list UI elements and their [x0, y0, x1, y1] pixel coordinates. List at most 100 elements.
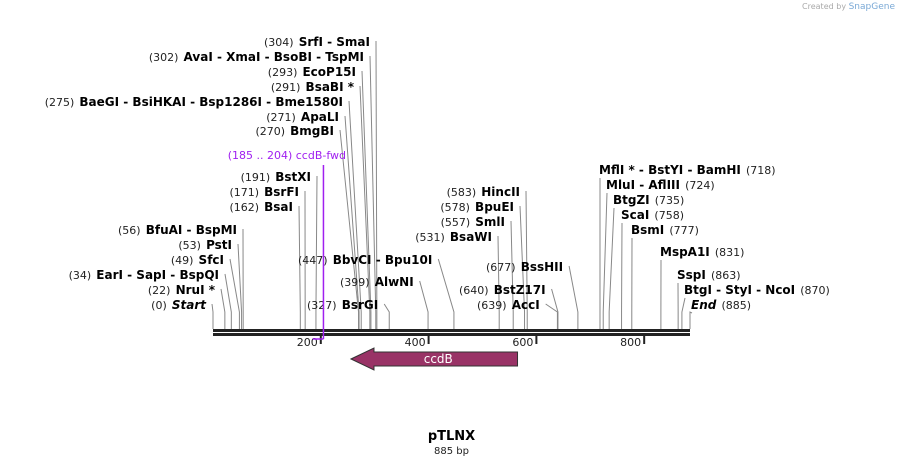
site-label[interactable]: End (885) [691, 294, 751, 313]
site-label[interactable]: BtgI - StyI - NcoI (870) [684, 279, 830, 298]
tick-mark [643, 336, 646, 344]
site-label[interactable]: (275) BaeGI - BsiHKAI - Bsp1286I - Bme15… [45, 91, 343, 110]
site-label[interactable]: (0) Start [151, 294, 207, 313]
site-enzymes: MspA1I [660, 245, 710, 259]
site-leader-line [419, 280, 429, 329]
site-enzymes: BbvCI - Bpu10I [333, 253, 433, 267]
backbone-bottom-strand [213, 333, 690, 336]
site-leader-line [519, 205, 526, 329]
site-enzymes: HincII [481, 185, 520, 199]
site-position: (270) [255, 125, 285, 138]
site-enzymes: BstXI [275, 170, 311, 184]
site-label[interactable]: BsmI (777) [631, 219, 699, 238]
tick-label: 400 [405, 336, 426, 349]
site-leader-line [344, 115, 360, 329]
site-enzymes: BtgI - StyI - NcoI [684, 283, 795, 297]
site-label[interactable]: (531) BsaWI [415, 226, 492, 245]
site-label[interactable]: (583) HincII [447, 181, 520, 200]
site-position: (304) [264, 36, 294, 49]
tick-mark [427, 336, 430, 344]
site-label[interactable]: (677) BssHII [486, 256, 563, 275]
primer-label[interactable]: (185 .. 204) ccdB-fwd [228, 149, 346, 162]
site-enzymes: MflI * - BstYI - BamHI [599, 163, 741, 177]
site-label[interactable]: ScaI (758) [621, 204, 684, 223]
site-position: (302) [149, 51, 179, 64]
site-label[interactable]: (327) BsrGI [307, 294, 378, 313]
site-label[interactable]: (171) BsrFI [229, 181, 299, 200]
site-enzymes: BpuEI [475, 200, 514, 214]
site-label[interactable]: (639) AccI [477, 294, 540, 313]
site-leader-line [339, 129, 360, 329]
site-enzymes: BsaBI * [306, 80, 355, 94]
site-position: (191) [241, 171, 271, 184]
site-enzymes: PstI [206, 238, 232, 252]
site-label[interactable]: (271) ApaLI [266, 106, 339, 125]
tick-label: 600 [512, 336, 533, 349]
credit-brand: SnapGene [848, 2, 895, 12]
site-leader-line [608, 207, 615, 329]
site-enzymes: BsmI [631, 223, 664, 237]
site-label[interactable]: (291) BsaBI * [271, 76, 355, 95]
site-label[interactable]: MspA1I (831) [660, 241, 744, 260]
site-position: (863) [711, 269, 741, 282]
site-label[interactable]: MluI - AflIII (724) [606, 174, 715, 193]
site-enzymes: BsrFI [264, 185, 299, 199]
site-leader-line [510, 220, 514, 329]
site-position: (724) [685, 179, 715, 192]
site-position: (831) [715, 246, 745, 259]
site-enzymes: BsaWI [450, 230, 492, 244]
site-leader-line [602, 192, 608, 329]
site-leader-line [220, 288, 226, 329]
site-enzymes: AccI [512, 298, 540, 312]
site-label[interactable]: (578) BpuEI [440, 196, 514, 215]
site-label[interactable]: BtgZI (735) [613, 189, 684, 208]
site-label[interactable]: (49) SfcI [171, 249, 224, 268]
site-leader-line [568, 265, 579, 329]
site-label[interactable]: (302) AvaI - XmaI - BsoBI - TspMI [149, 46, 364, 65]
site-enzymes: SspI [677, 268, 706, 282]
site-leader-line [211, 303, 214, 329]
site-position: (578) [440, 201, 470, 214]
site-enzymes: EcoP15I [302, 65, 356, 79]
site-position: (447) [298, 254, 328, 267]
site-position: (735) [655, 194, 685, 207]
site-label[interactable]: (22) NruI * [148, 279, 216, 298]
site-leader-line [383, 303, 390, 329]
site-label[interactable]: (270) BmgBI [255, 120, 334, 139]
ccdb-feature-arrow[interactable] [349, 347, 519, 371]
site-label[interactable]: (162) BsaI [229, 196, 293, 215]
site-label[interactable]: MflI * - BstYI - BamHI (718) [599, 159, 776, 178]
site-leader-line [237, 243, 243, 329]
site-enzymes: End [691, 298, 717, 312]
site-label[interactable]: (56) BfuAI - BspMI [118, 219, 237, 238]
site-leader-line [551, 288, 559, 329]
site-enzymes: MluI - AflIII [606, 178, 680, 192]
site-leader-line [545, 303, 558, 329]
site-leader-line [369, 55, 377, 329]
credit-prefix: Created by [802, 2, 847, 11]
site-leader-line [375, 40, 378, 329]
site-enzymes: BaeGI - BsiHKAI - Bsp1286I - Bme1580I [79, 95, 343, 109]
site-label[interactable]: (53) PstI [178, 234, 232, 253]
site-label[interactable]: (447) BbvCI - Bpu10I [298, 249, 432, 268]
site-label[interactable]: (293) EcoP15I [268, 61, 356, 80]
site-label[interactable]: (34) EarI - SapI - BspQI [69, 264, 219, 283]
site-position: (531) [415, 231, 445, 244]
site-position: (271) [266, 111, 296, 124]
site-position: (758) [654, 209, 684, 222]
site-label[interactable]: (399) AlwNI [340, 271, 414, 290]
site-enzymes: SfcI [199, 253, 224, 267]
site-position: (583) [447, 186, 477, 199]
site-label[interactable]: (304) SrfI - SmaI [264, 31, 370, 50]
tick-mark [535, 336, 538, 344]
site-leader-line [361, 70, 372, 329]
site-label[interactable]: (557) SmlI [441, 211, 505, 230]
site-label[interactable]: (191) BstXI [241, 166, 311, 185]
site-leader-line [229, 258, 240, 329]
site-position: (327) [307, 299, 337, 312]
site-label[interactable]: SspI (863) [677, 264, 741, 283]
feature-label: ccdB [424, 352, 453, 366]
site-label[interactable]: (640) BstZ17I [459, 279, 546, 298]
